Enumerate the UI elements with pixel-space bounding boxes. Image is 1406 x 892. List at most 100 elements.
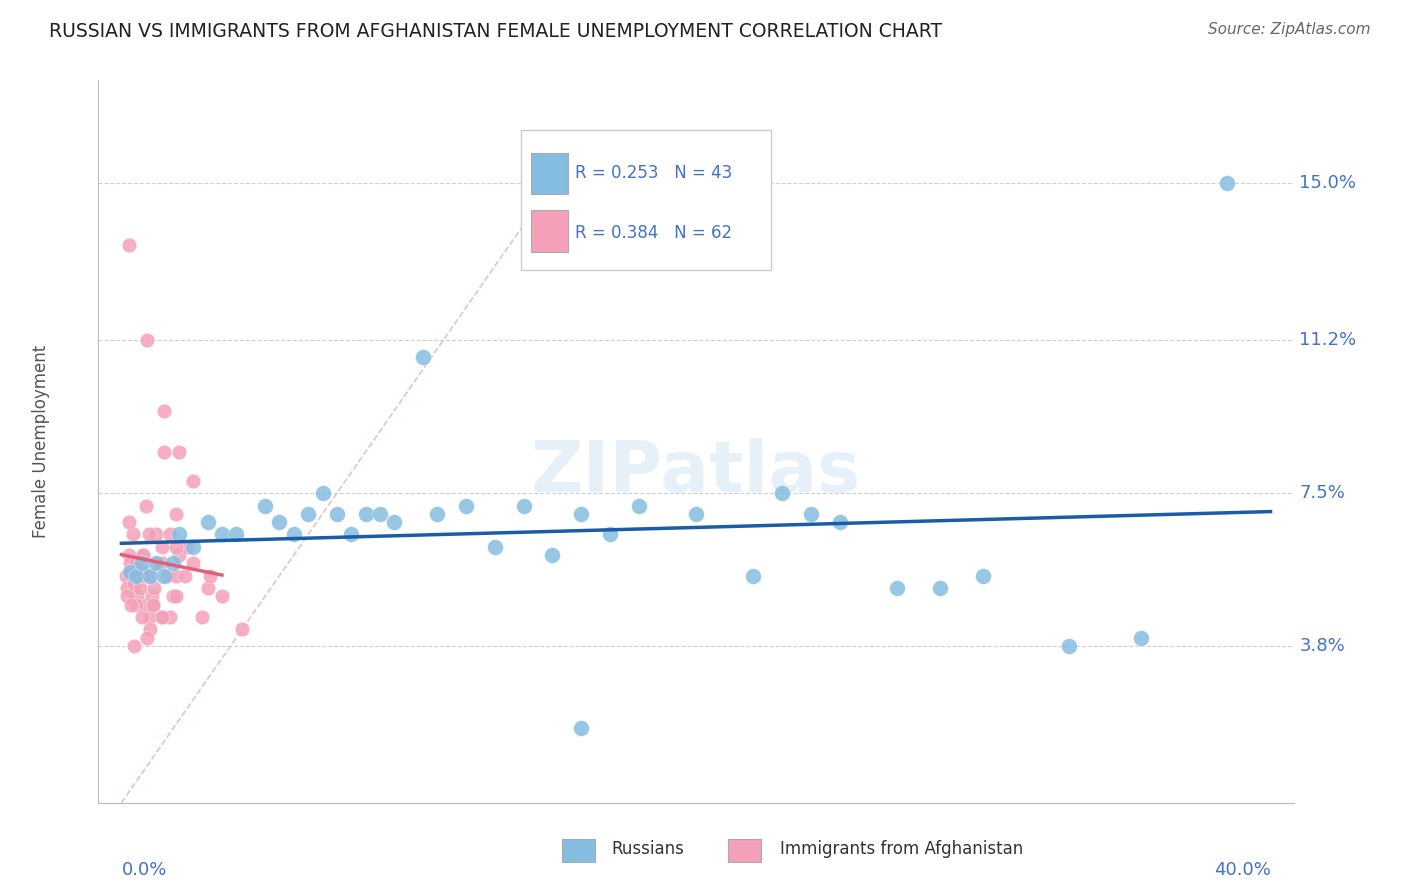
Point bbox=[131, 565, 153, 579]
Point bbox=[127, 568, 149, 582]
Point bbox=[1216, 177, 1239, 191]
Point bbox=[162, 557, 184, 571]
Point bbox=[138, 568, 160, 582]
Point bbox=[150, 610, 173, 624]
Point bbox=[165, 540, 187, 554]
Point bbox=[117, 515, 139, 529]
Point bbox=[132, 548, 155, 562]
Point bbox=[231, 623, 253, 637]
Point bbox=[426, 507, 449, 521]
Point bbox=[156, 568, 179, 582]
Point bbox=[117, 238, 139, 252]
Point bbox=[685, 507, 707, 521]
Text: Source: ZipAtlas.com: Source: ZipAtlas.com bbox=[1208, 22, 1371, 37]
Point bbox=[627, 499, 650, 513]
Point bbox=[167, 445, 190, 459]
Point bbox=[412, 350, 434, 364]
Point bbox=[148, 557, 170, 571]
Point bbox=[153, 403, 176, 417]
Point bbox=[569, 722, 592, 736]
Point bbox=[211, 527, 233, 541]
Point bbox=[211, 590, 233, 604]
Point bbox=[929, 581, 952, 595]
Point bbox=[118, 557, 141, 571]
Point bbox=[124, 639, 146, 653]
Point bbox=[569, 507, 592, 521]
Point bbox=[159, 527, 181, 541]
Point bbox=[1059, 639, 1081, 653]
Point bbox=[181, 540, 204, 554]
Point bbox=[886, 581, 908, 595]
Text: 15.0%: 15.0% bbox=[1299, 175, 1357, 193]
Text: 7.5%: 7.5% bbox=[1299, 484, 1346, 502]
Point bbox=[128, 568, 150, 582]
Point bbox=[167, 548, 190, 562]
Text: 3.8%: 3.8% bbox=[1299, 637, 1346, 655]
Point bbox=[326, 507, 349, 521]
Point bbox=[297, 507, 319, 521]
Point bbox=[135, 499, 157, 513]
Point bbox=[200, 568, 222, 582]
Point bbox=[162, 590, 184, 604]
Point bbox=[159, 610, 181, 624]
Point bbox=[368, 507, 391, 521]
Point bbox=[114, 568, 136, 582]
Point bbox=[136, 598, 159, 612]
Point bbox=[181, 474, 204, 488]
Point bbox=[150, 610, 173, 624]
Point bbox=[115, 590, 138, 604]
Point bbox=[129, 581, 152, 595]
Point bbox=[134, 568, 156, 582]
Point bbox=[115, 581, 138, 595]
Point bbox=[165, 590, 187, 604]
Point bbox=[254, 499, 277, 513]
Point bbox=[770, 486, 793, 500]
Point bbox=[484, 540, 506, 554]
Point bbox=[269, 515, 291, 529]
Point bbox=[120, 598, 142, 612]
Point bbox=[153, 445, 176, 459]
Point bbox=[197, 515, 219, 529]
Point bbox=[197, 581, 219, 595]
Point bbox=[145, 527, 167, 541]
Point bbox=[125, 598, 148, 612]
Point bbox=[136, 631, 159, 645]
Point bbox=[1130, 631, 1153, 645]
Point bbox=[139, 568, 162, 582]
Point bbox=[800, 507, 823, 521]
FancyBboxPatch shape bbox=[520, 130, 770, 270]
Point bbox=[225, 527, 247, 541]
Point bbox=[118, 565, 141, 579]
Point bbox=[117, 548, 139, 562]
Text: 40.0%: 40.0% bbox=[1213, 861, 1271, 879]
Point bbox=[181, 557, 204, 571]
Point bbox=[139, 623, 162, 637]
Point bbox=[512, 499, 534, 513]
Point bbox=[176, 540, 198, 554]
Point bbox=[136, 334, 159, 348]
Point bbox=[125, 568, 148, 582]
Point bbox=[340, 527, 363, 541]
Point bbox=[127, 590, 149, 604]
Text: Russians: Russians bbox=[612, 840, 685, 858]
Point bbox=[283, 527, 305, 541]
Point bbox=[131, 557, 153, 571]
Point bbox=[191, 610, 214, 624]
Point bbox=[150, 540, 173, 554]
Point bbox=[165, 568, 187, 582]
Point bbox=[382, 515, 405, 529]
Point bbox=[141, 590, 163, 604]
Point bbox=[456, 499, 478, 513]
Text: R = 0.253   N = 43: R = 0.253 N = 43 bbox=[575, 164, 733, 182]
FancyBboxPatch shape bbox=[531, 153, 568, 194]
Point bbox=[139, 610, 162, 624]
Point bbox=[167, 527, 190, 541]
Text: Female Unemployment: Female Unemployment bbox=[32, 345, 51, 538]
Point bbox=[828, 515, 851, 529]
Point bbox=[742, 568, 765, 582]
Text: 11.2%: 11.2% bbox=[1299, 332, 1357, 350]
Point bbox=[165, 507, 187, 521]
Text: ZIPatlas: ZIPatlas bbox=[531, 438, 860, 507]
Text: RUSSIAN VS IMMIGRANTS FROM AFGHANISTAN FEMALE UNEMPLOYMENT CORRELATION CHART: RUSSIAN VS IMMIGRANTS FROM AFGHANISTAN F… bbox=[49, 22, 942, 41]
Point bbox=[132, 548, 155, 562]
